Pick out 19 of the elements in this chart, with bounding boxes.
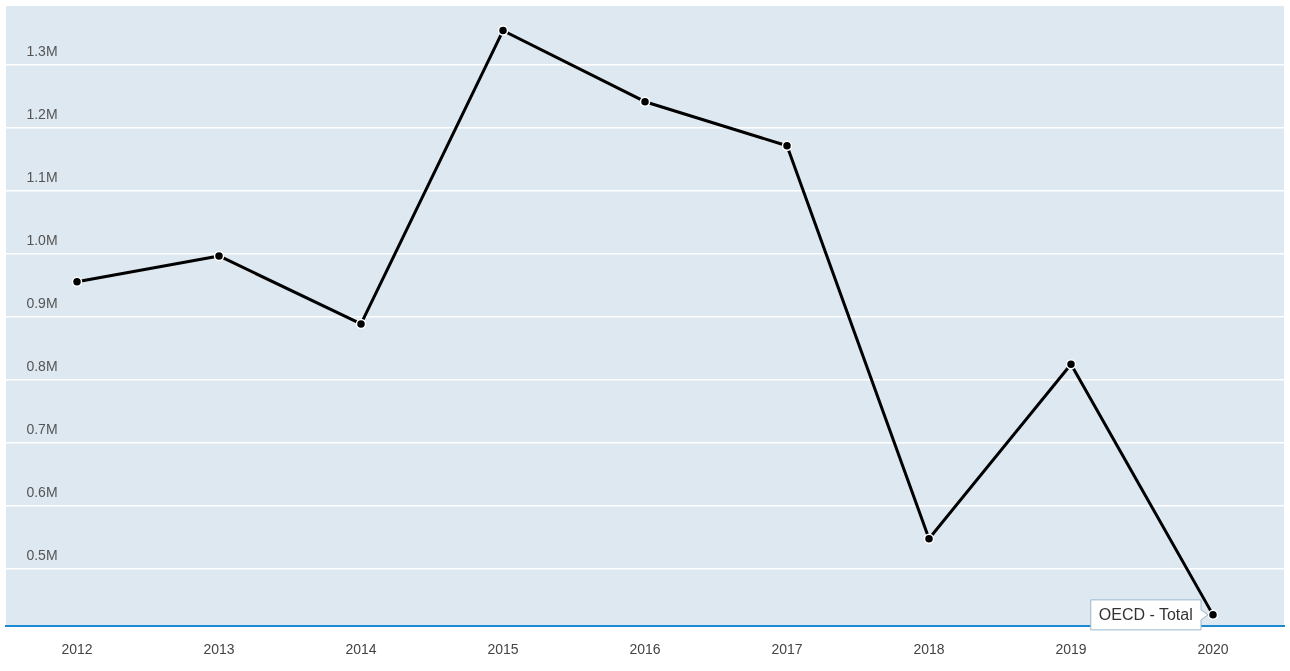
y-tick-label: 0.5M xyxy=(26,546,58,563)
series-label: OECD - Total xyxy=(1098,606,1193,624)
y-tick-label: 0.7M xyxy=(26,420,58,437)
x-tick-label: 2019 xyxy=(1055,641,1087,658)
y-tick-label: 1.1M xyxy=(26,168,58,185)
y-tick-label: 1.0M xyxy=(26,231,58,248)
x-tick-label: 2012 xyxy=(61,641,93,658)
y-tick-label: 0.8M xyxy=(26,357,58,374)
x-tick-label: 2017 xyxy=(771,641,803,658)
x-tick-label: 2018 xyxy=(913,641,945,658)
y-tick-label: 1.3M xyxy=(26,43,58,60)
y-tick-label: 1.2M xyxy=(26,106,58,123)
x-tick-label: 2015 xyxy=(487,641,519,658)
x-tick-label: 2020 xyxy=(1197,641,1229,658)
y-tick-label: 0.6M xyxy=(26,483,58,500)
y-tick-label: 0.9M xyxy=(26,294,58,311)
x-tick-label: 2014 xyxy=(345,641,377,658)
x-tick-label: 2016 xyxy=(629,641,661,658)
x-tick-label: 2013 xyxy=(203,641,235,658)
